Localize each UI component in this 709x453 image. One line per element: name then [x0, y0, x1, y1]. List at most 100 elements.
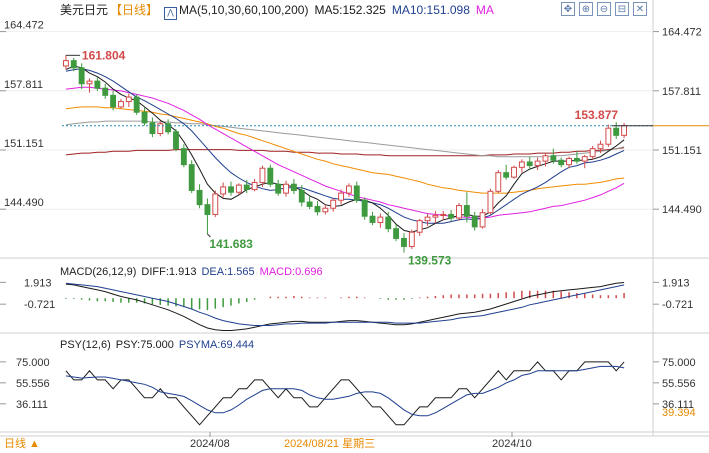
time-label-left: 2024/08	[190, 438, 230, 450]
price-tick-label-left: 157.811	[4, 79, 43, 91]
candle-down	[306, 201, 313, 207]
candle-up	[511, 166, 517, 178]
candle-down	[141, 111, 148, 124]
candle-up	[589, 148, 596, 158]
candle-up	[605, 127, 612, 145]
candle-down	[503, 172, 510, 178]
period-toggle[interactable]: 日线 ▲	[4, 438, 40, 450]
macd-header: MACD(26,12,9) DIFF:1.913 DEA:1.565 MACD:0.6…	[60, 265, 328, 279]
zoom-out-icon[interactable]: ⊖	[597, 2, 611, 16]
candle-down	[613, 127, 620, 136]
low2-annotation: 139.573	[408, 254, 452, 268]
chart-header: 美元日元 【日线】 ⋀ MA(5,10,30,60,100,200) MA5:152.3…	[60, 2, 500, 20]
candle-up	[377, 216, 384, 223]
candle-down	[471, 215, 478, 228]
candle-down	[448, 213, 455, 219]
ma-line-ma100	[65, 120, 625, 158]
macd-dea-line	[65, 282, 625, 326]
symbol-title: 美元日元	[60, 3, 109, 17]
candle-up	[456, 205, 462, 219]
candle-up	[330, 199, 337, 209]
candle-up	[157, 123, 164, 135]
move-icon[interactable]: ✥	[561, 2, 575, 16]
candle-down	[393, 228, 400, 239]
zoom-in-icon[interactable]: ⊕	[579, 2, 593, 16]
candle-up	[338, 192, 345, 201]
candle-up	[62, 60, 69, 67]
candle-down	[314, 205, 321, 213]
macd-value: MACD:0.696	[259, 266, 323, 278]
psy-tick-label-left: 36.111	[16, 399, 48, 411]
candle-down	[361, 199, 368, 217]
low1-marker	[207, 233, 211, 238]
psy-tick-label-left: 75.000	[16, 357, 50, 369]
candle-up	[416, 220, 423, 233]
candle-up	[621, 125, 628, 136]
candle-down	[290, 183, 297, 191]
candle-up	[440, 213, 447, 216]
time-label-right: 2024/10	[492, 438, 532, 450]
candle-up	[212, 193, 219, 215]
candle-down	[78, 67, 85, 85]
ma-line-ma30	[65, 86, 625, 219]
ma-settings-icon[interactable]: ⋀	[164, 7, 178, 20]
candle-down	[550, 155, 557, 161]
close-icon[interactable]: ✕	[633, 2, 647, 16]
price-tick-label-right: 157.811	[662, 86, 701, 98]
candle-down	[298, 189, 305, 203]
candle-up	[487, 190, 494, 214]
candle-down	[110, 94, 117, 108]
candle-up	[86, 80, 93, 85]
macd-tick-label-right: 1.913	[662, 277, 690, 289]
cursor-date: 2024/08/21 星期三	[284, 438, 376, 450]
candle-up	[118, 101, 124, 108]
candle-down	[526, 161, 533, 167]
ma-params-label: MA(5,10,30,60,100,200)	[179, 3, 309, 17]
candle-down	[180, 148, 187, 166]
candle-down	[196, 189, 203, 206]
candle-down	[204, 204, 211, 215]
candle-up	[518, 161, 525, 168]
price-tick-label-right: 144.490	[662, 204, 702, 216]
ma-line-ma200	[65, 147, 625, 157]
psy-tick-label-left: 55.556	[16, 378, 50, 390]
candle-up	[432, 214, 439, 218]
candle-down	[149, 122, 156, 135]
ma-line-ma5	[65, 65, 625, 233]
last-annotation: 153.877	[575, 108, 619, 122]
candle-down	[94, 80, 101, 89]
macd-diff: DIFF:1.913	[141, 266, 197, 278]
layout-icon[interactable]: ⊟	[615, 2, 629, 16]
candle-up	[125, 96, 132, 103]
candle-down	[353, 185, 360, 201]
macd-tick-label-right: -0.721	[662, 299, 693, 311]
candle-up	[251, 181, 258, 191]
candle-up	[220, 186, 227, 195]
chart-toolbar: ✥ ⊕ ⊖ ⊟ ✕	[561, 2, 647, 16]
psyma-value: PSYMA:69.444	[178, 339, 255, 351]
macd-tick-label-left: -0.721	[24, 299, 55, 311]
candle-up	[345, 185, 352, 194]
ma-more-label: MA	[475, 3, 494, 17]
candle-up	[581, 156, 588, 162]
candle-down	[369, 215, 376, 223]
period-label[interactable]: 【日线】	[110, 3, 159, 17]
candle-down	[275, 183, 282, 194]
psy-extra-label: 39.394	[662, 407, 696, 419]
candle-up	[283, 183, 289, 194]
candle-up	[424, 216, 431, 222]
psy-tick-label-right: 36.111	[662, 399, 694, 411]
candle-down	[70, 60, 77, 69]
candle-down	[228, 186, 234, 193]
macd-dea: DEA:1.565	[201, 266, 255, 278]
candle-down	[165, 123, 172, 133]
price-tick-label-right: 164.472	[662, 27, 702, 39]
candle-down	[573, 157, 580, 162]
candle-up	[597, 143, 604, 150]
price-tick-label-left: 164.472	[4, 20, 44, 32]
candle-up	[408, 231, 415, 247]
high-annotation: 161.804	[82, 48, 126, 62]
macd-diff-line	[65, 282, 625, 331]
candle-down	[188, 164, 195, 191]
